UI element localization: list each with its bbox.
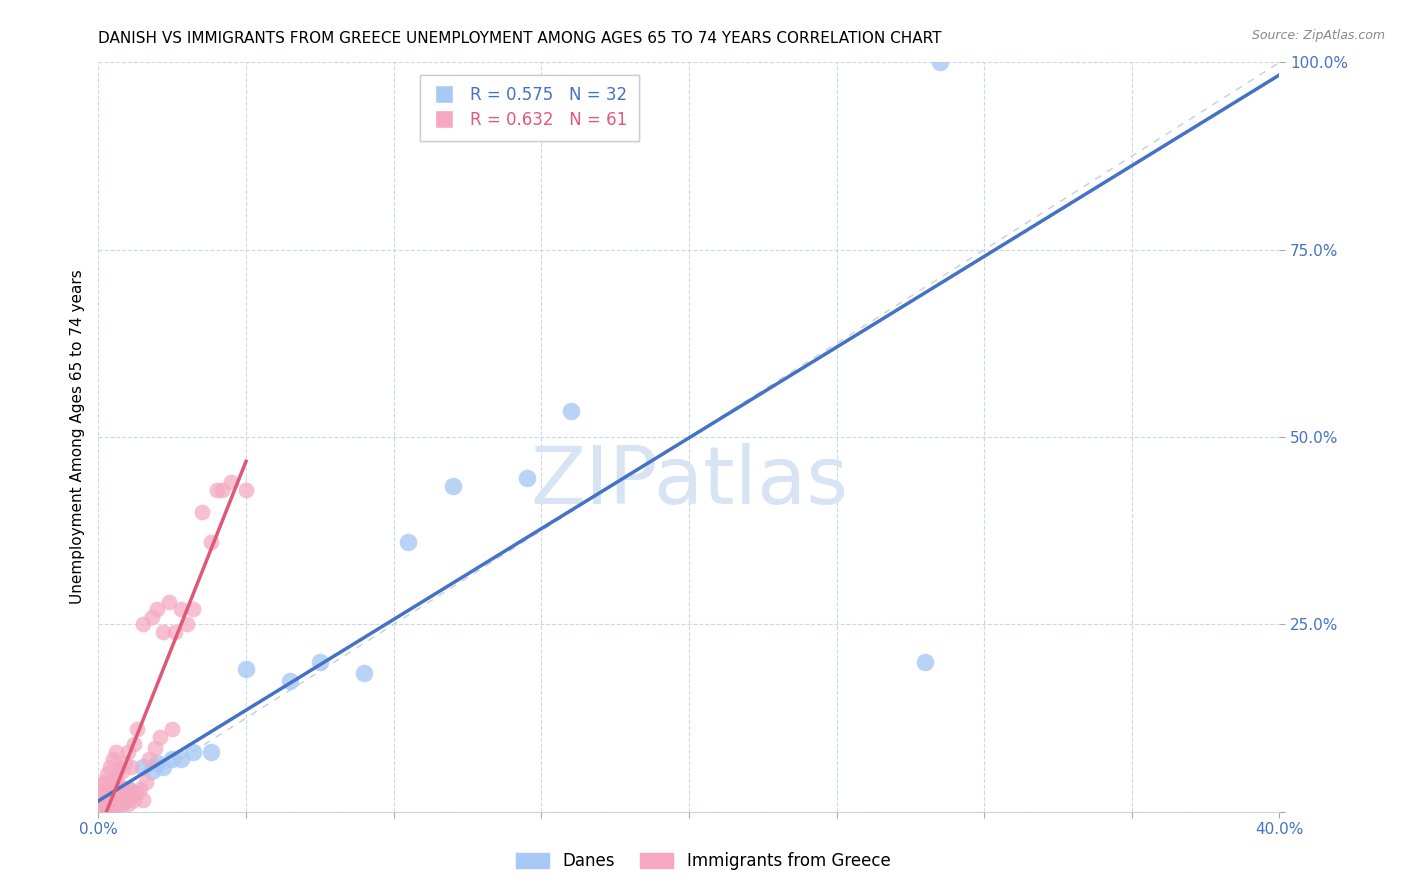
Point xyxy=(93,797,115,812)
Point xyxy=(114,789,136,804)
Point xyxy=(132,760,155,774)
Point xyxy=(120,789,142,804)
Point xyxy=(90,801,112,815)
Legend: Danes, Immigrants from Greece: Danes, Immigrants from Greece xyxy=(509,846,897,877)
Point xyxy=(122,786,145,800)
Point xyxy=(441,479,464,493)
Point xyxy=(122,737,145,751)
Text: Source: ZipAtlas.com: Source: ZipAtlas.com xyxy=(1251,29,1385,42)
Point xyxy=(128,782,150,797)
Point xyxy=(122,793,145,807)
Point xyxy=(146,602,169,616)
Point xyxy=(280,673,302,688)
Point xyxy=(157,595,180,609)
Point xyxy=(96,767,118,781)
Point xyxy=(516,471,538,485)
Point xyxy=(108,779,131,793)
Point xyxy=(103,771,125,785)
Point xyxy=(132,793,155,807)
Point xyxy=(235,483,257,497)
Point xyxy=(90,801,112,815)
Point xyxy=(205,483,228,497)
Point xyxy=(105,797,128,812)
Point xyxy=(149,730,172,744)
Point xyxy=(103,752,125,766)
Point xyxy=(114,756,136,770)
Point xyxy=(98,798,121,813)
Point xyxy=(111,789,134,804)
Point xyxy=(93,786,115,800)
Legend: R = 0.575   N = 32, R = 0.632   N = 61: R = 0.575 N = 32, R = 0.632 N = 61 xyxy=(420,75,638,141)
Point xyxy=(98,760,121,774)
Point xyxy=(103,789,125,804)
Point xyxy=(117,782,139,797)
Point xyxy=(93,774,115,789)
Point xyxy=(162,752,183,766)
Point xyxy=(120,760,142,774)
Point xyxy=(96,801,118,815)
Point xyxy=(103,801,125,815)
Point xyxy=(117,782,139,797)
Point xyxy=(221,475,243,489)
Point xyxy=(929,55,952,70)
Point xyxy=(108,797,131,812)
Point xyxy=(181,602,204,616)
Point xyxy=(117,797,139,812)
Point xyxy=(143,741,166,756)
Point xyxy=(93,797,115,812)
Point xyxy=(90,789,112,804)
Point xyxy=(181,745,204,759)
Point xyxy=(108,793,131,807)
Point xyxy=(191,505,214,519)
Point xyxy=(96,793,118,807)
Point xyxy=(141,764,163,778)
Point xyxy=(103,782,125,797)
Point xyxy=(152,624,174,639)
Point xyxy=(200,745,222,759)
Point xyxy=(105,797,128,812)
Point xyxy=(108,760,131,774)
Point xyxy=(125,723,148,737)
Point xyxy=(96,801,118,815)
Point xyxy=(235,662,257,676)
Point xyxy=(105,745,128,759)
Point xyxy=(914,655,936,669)
Point xyxy=(111,764,134,778)
Point xyxy=(560,404,582,418)
Point xyxy=(105,786,128,800)
Point xyxy=(111,782,134,797)
Point xyxy=(111,797,134,812)
Point xyxy=(138,752,160,766)
Point xyxy=(105,771,128,785)
Point xyxy=(152,760,174,774)
Point xyxy=(165,624,187,639)
Text: DANISH VS IMMIGRANTS FROM GREECE UNEMPLOYMENT AMONG AGES 65 TO 74 YEARS CORRELAT: DANISH VS IMMIGRANTS FROM GREECE UNEMPLO… xyxy=(98,31,942,46)
Point xyxy=(125,786,148,800)
Point xyxy=(146,756,169,770)
Point xyxy=(98,786,121,800)
Point xyxy=(135,774,157,789)
Point xyxy=(90,779,112,793)
Point xyxy=(103,793,125,807)
Point xyxy=(398,535,420,549)
Point xyxy=(211,483,233,497)
Point xyxy=(117,745,139,759)
Point xyxy=(162,723,183,737)
Text: ZIPatlas: ZIPatlas xyxy=(530,443,848,521)
Point xyxy=(98,797,121,812)
Point xyxy=(103,801,125,815)
Point xyxy=(170,752,193,766)
Point xyxy=(309,655,332,669)
Point xyxy=(105,786,128,800)
Point xyxy=(132,617,155,632)
Point xyxy=(353,666,375,681)
Point xyxy=(200,535,222,549)
Point xyxy=(176,617,198,632)
Point xyxy=(141,610,163,624)
Point xyxy=(170,602,193,616)
Point xyxy=(96,793,118,807)
Point xyxy=(114,793,136,807)
Point xyxy=(96,782,118,797)
Y-axis label: Unemployment Among Ages 65 to 74 years: Unemployment Among Ages 65 to 74 years xyxy=(69,269,84,605)
